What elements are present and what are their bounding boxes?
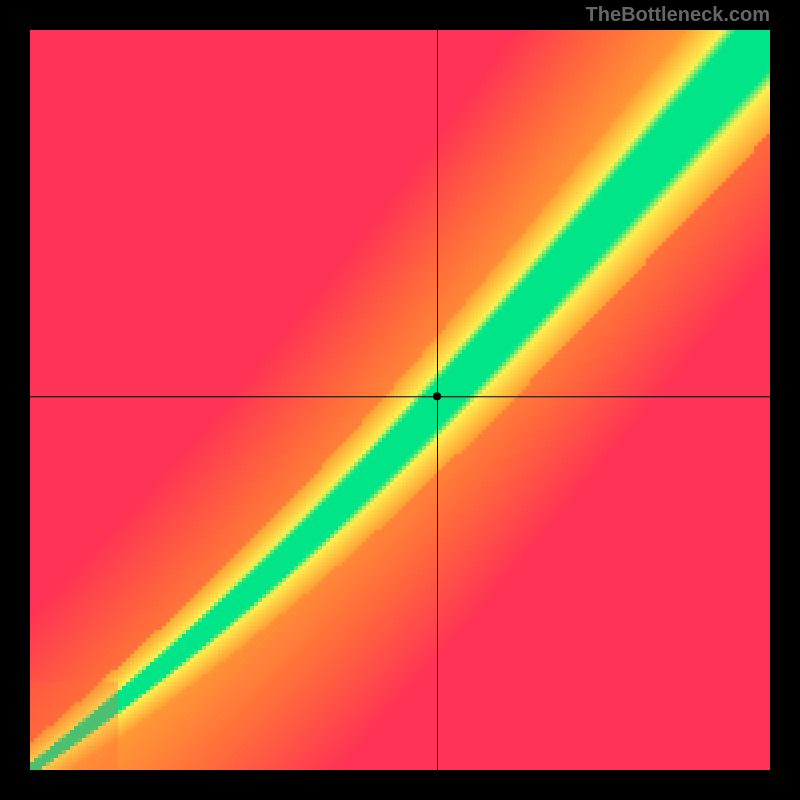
chart-container: { "source_watermark": { "text": "TheBott… (0, 0, 800, 800)
bottleneck-heatmap (0, 0, 800, 800)
watermark-text: TheBottleneck.com (586, 4, 770, 27)
